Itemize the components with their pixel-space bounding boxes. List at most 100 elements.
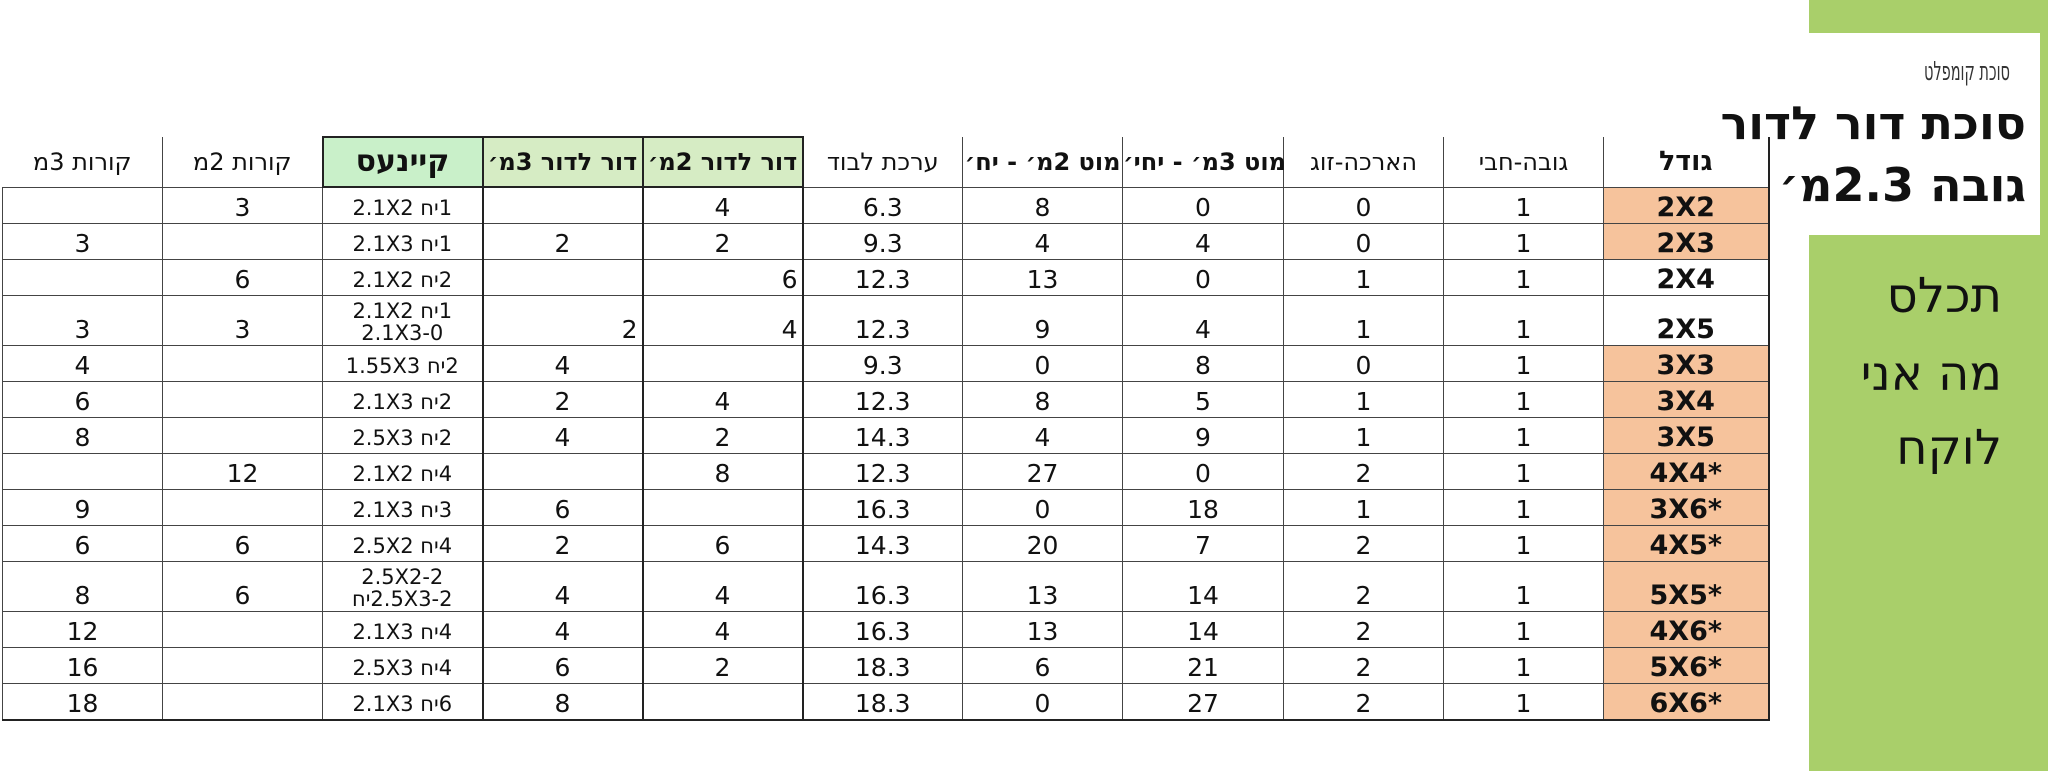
cell-dor3: 4: [481, 611, 644, 648]
cell-beams3: 8: [2, 417, 163, 454]
header-height-pack: גובה-חבי: [1443, 137, 1604, 187]
canvas-line: 2.5X2-2: [361, 565, 444, 589]
cell-pole3-unit: 27: [1122, 683, 1284, 721]
cell-size: 4X5*: [1603, 525, 1770, 562]
cell-pole2-unit: 9: [962, 295, 1123, 346]
canvas-line: 1יח 2.1X3: [352, 232, 453, 256]
cell-pole3-unit: 21: [1122, 647, 1284, 684]
cell-extension-pair: 0: [1283, 186, 1444, 224]
cell-dor3: 6: [481, 647, 644, 684]
cell-pole2-unit: 13: [962, 259, 1123, 296]
cell-dor3: 2: [481, 223, 644, 260]
cell-pole3-unit: 18: [1122, 489, 1284, 526]
cell-height-pack: 1: [1443, 186, 1604, 224]
cell-extension-pair: 1: [1283, 381, 1444, 418]
cell-dor3: 6: [481, 489, 644, 526]
cell-dor3: 2: [481, 295, 644, 346]
cell-dor2: 4: [641, 186, 804, 224]
cell-canvas: 2יח 2.5X3: [322, 417, 483, 454]
cell-height-pack: 1: [1443, 525, 1604, 562]
cell-extension-pair: 1: [1283, 259, 1444, 296]
cell-pole2-unit: 6: [962, 647, 1123, 684]
cell-size: 2X5: [1603, 295, 1770, 346]
cell-cover-value: 12.3: [802, 453, 963, 490]
cell-size: 2X2: [1603, 186, 1770, 224]
canvas-line: 4יח 2.1X2: [352, 462, 453, 486]
cell-beams3: 3: [2, 295, 163, 346]
cell-pole3-unit: 14: [1122, 561, 1284, 612]
cell-pole3-unit: 0: [1122, 453, 1284, 490]
cell-cover-value: 6.3: [802, 186, 963, 224]
cell-pole3-unit: 8: [1122, 345, 1284, 382]
cell-pole2-unit: 20: [962, 525, 1123, 562]
table-row: 3 1יח 2.1X3 2 2 9.3 4 4 0 1 2X3: [2, 223, 1770, 260]
cell-beams2: [162, 611, 323, 648]
canvas-line: 2.1X3-0: [361, 321, 444, 345]
cell-dor2: 4: [641, 611, 804, 648]
cell-beams3: [2, 259, 163, 296]
cell-extension-pair: 2: [1283, 453, 1444, 490]
cell-dor2: 4: [641, 295, 804, 346]
table-row: 8 2יח 2.5X3 4 2 14.3 4 9 1 1 3X5: [2, 417, 1770, 454]
cell-cover-value: 12.3: [802, 259, 963, 296]
cell-pole2-unit: 0: [962, 345, 1123, 382]
cell-dor3: 4: [481, 345, 644, 382]
table-row: 6 6 4יח 2.5X2 2 6 14.3 20 7 2 1 4X5*: [2, 525, 1770, 562]
header-beams2: קורות 2מ: [162, 137, 323, 187]
cell-canvas: 1יח 2.1X2: [322, 186, 483, 224]
table-row: 8 6 2.5X2-2 2.5X3-2יח 4 4 16.3 13 14 2 1 5X5*: [2, 561, 1770, 612]
cell-cover-value: 9.3: [802, 345, 963, 382]
header-cover-value: ערכת לבוד: [802, 137, 963, 187]
cell-dor3: [481, 259, 644, 296]
cell-pole3-unit: 0: [1122, 259, 1284, 296]
cell-height-pack: 1: [1443, 381, 1604, 418]
cell-canvas: 2.5X2-2 2.5X3-2יח: [322, 561, 483, 612]
cell-beams3: 6: [2, 525, 163, 562]
cell-beams3: 12: [2, 611, 163, 648]
cell-size: 6X6*: [1603, 683, 1770, 721]
canvas-line: 4יח 2.5X3: [352, 656, 453, 680]
cell-pole2-unit: 13: [962, 611, 1123, 648]
cell-pole3-unit: 5: [1122, 381, 1284, 418]
cell-canvas: 2יח 1.55X3: [322, 345, 483, 382]
canvas-line: 1יח 2.1X2: [352, 196, 453, 220]
header-dor2: דור לדור 2מ׳: [641, 136, 804, 188]
cell-pole3-unit: 0: [1122, 186, 1284, 224]
cell-canvas: 6יח 2.1X3: [322, 683, 483, 721]
cell-canvas: 2יח 2.1X2: [322, 259, 483, 296]
cell-dor2: 8: [641, 453, 804, 490]
cell-size: 4X6*: [1603, 611, 1770, 648]
page-title: סוכת דור לדור: [1720, 96, 2026, 150]
cell-beams2: [162, 683, 323, 721]
cell-cover-value: 18.3: [802, 683, 963, 721]
cell-beams3: 4: [2, 345, 163, 382]
cell-beams2: [162, 345, 323, 382]
cell-beams2: 6: [162, 525, 323, 562]
cell-dor2: 2: [641, 417, 804, 454]
cell-height-pack: 1: [1443, 295, 1604, 346]
cell-beams2: 6: [162, 561, 323, 612]
table-row: 9 3יח 2.1X3 6 16.3 0 18 1 1 3X6*: [2, 489, 1770, 526]
cell-size: 3X6*: [1603, 489, 1770, 526]
canvas-line: 6יח 2.1X3: [352, 692, 453, 716]
cell-height-pack: 1: [1443, 223, 1604, 260]
side-text-line-2: מה אני: [1860, 346, 2002, 402]
table-row: 3 3 1יח 2.1X2 2.1X3-0 2 4 12.3 9 4 1 1 2X5: [2, 295, 1770, 346]
cell-size: 2X3: [1603, 223, 1770, 260]
cell-size: 3X4: [1603, 381, 1770, 418]
canvas-line: 2יח 2.1X2: [352, 268, 453, 292]
cell-canvas: 1יח 2.1X3: [322, 223, 483, 260]
cell-cover-value: 16.3: [802, 611, 963, 648]
canvas-line: 4יח 2.1X3: [352, 620, 453, 644]
cell-pole2-unit: 0: [962, 489, 1123, 526]
header-beams3: קורות 3מ: [2, 137, 163, 187]
cell-beams2: 3: [162, 186, 323, 224]
cell-beams3: 6: [2, 381, 163, 418]
cell-dor3: 4: [481, 417, 644, 454]
cell-dor2: 6: [641, 259, 804, 296]
cell-extension-pair: 2: [1283, 647, 1444, 684]
title-box: [1766, 33, 2040, 235]
cell-beams2: [162, 223, 323, 260]
cell-dor3: 4: [481, 561, 644, 612]
cell-beams2: [162, 647, 323, 684]
